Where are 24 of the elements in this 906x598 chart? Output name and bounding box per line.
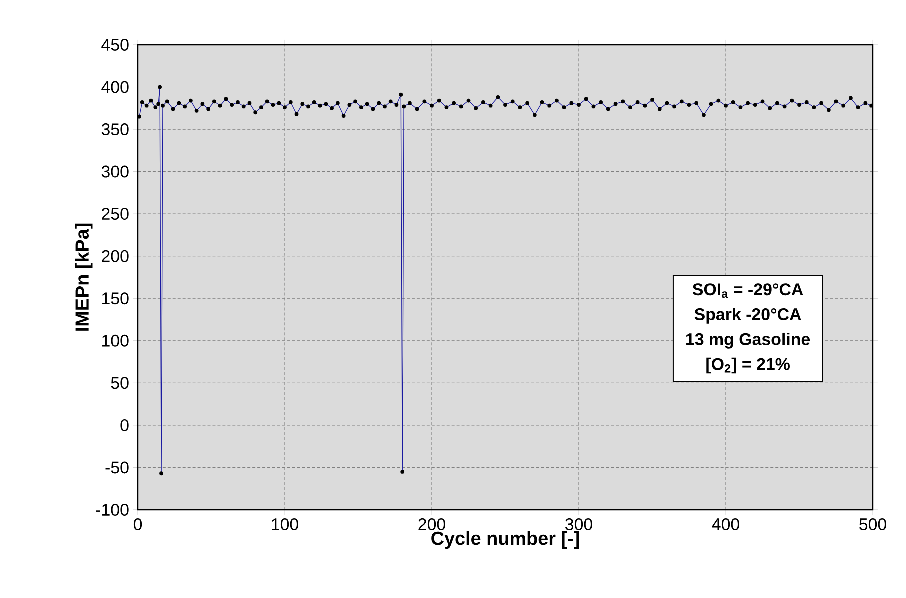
y-tick-label: 350 (102, 124, 129, 136)
y-tick-label: 300 (102, 166, 129, 178)
x-tick-label: 100 (272, 518, 298, 530)
annotation: SOI$_{a}$ = -29°CA (692, 284, 804, 298)
y-tick-label: 250 (102, 208, 129, 220)
x-tick-label: 400 (712, 518, 740, 530)
x-tick-label: 300 (566, 518, 592, 530)
annotation: [O$_{2}$] = 21% (706, 358, 790, 374)
y-tick-label: 100 (102, 334, 129, 347)
x-tick-label: 200 (418, 518, 446, 530)
y-tick-label: -50 (106, 462, 129, 474)
annotation: Spark -20°CA (694, 308, 802, 324)
annotation: 13 mg Gasoline (686, 332, 810, 349)
y-axis-title: IMEPn [kPa] (75, 224, 93, 331)
y-tick-label: 150 (102, 292, 129, 305)
x-axis-title: Cycle number [-] (432, 531, 580, 549)
y-tick-label: 400 (102, 81, 129, 94)
y-tick-label: 0 (120, 419, 129, 432)
y-tick-label: 50 (111, 377, 129, 390)
y-tick-label: 200 (102, 250, 129, 262)
y-tick-label: 450 (102, 38, 129, 51)
x-tick-label: 0 (134, 518, 142, 530)
y-tick-label: -100 (96, 504, 129, 516)
x-tick-label: 500 (860, 518, 886, 530)
